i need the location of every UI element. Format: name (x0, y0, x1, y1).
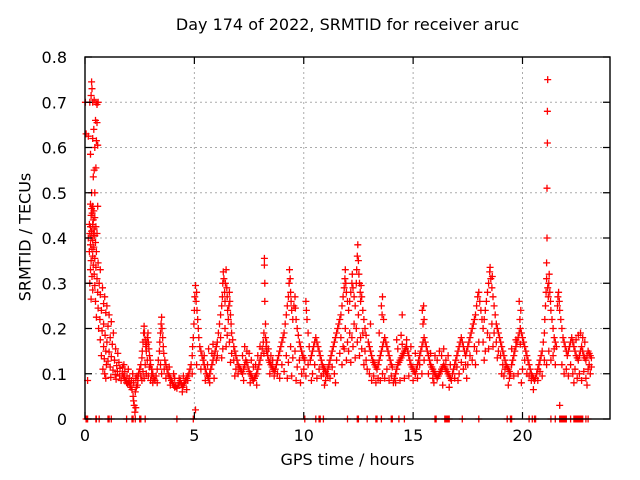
y-tick-label: 0.6 (42, 139, 67, 158)
plot-frame (84, 56, 611, 420)
y-tick-label: 0.2 (42, 320, 67, 339)
x-tick-label: 20 (512, 426, 532, 445)
x-tick-label: 15 (403, 426, 423, 445)
y-tick-label: 0.5 (42, 184, 67, 203)
y-tick-label: 0.3 (42, 274, 67, 293)
data-points (81, 76, 595, 423)
chart-title: Day 174 of 2022, SRMTID for receiver aru… (175, 15, 520, 34)
y-tick-label: 0 (57, 410, 67, 429)
x-tick-label: 5 (189, 426, 199, 445)
x-tick-label: 0 (80, 426, 90, 445)
x-axis-title: GPS time / hours (280, 450, 415, 469)
y-tick-label: 0.1 (42, 365, 67, 384)
y-tick-label: 0.7 (42, 93, 67, 112)
y-tick-label: 0.8 (42, 48, 67, 67)
y-tick-label: 0.4 (42, 229, 67, 248)
y-axis-title: SRMTID / TECUs (15, 172, 35, 302)
gridlines (85, 57, 610, 419)
x-tick-label: 10 (294, 426, 314, 445)
